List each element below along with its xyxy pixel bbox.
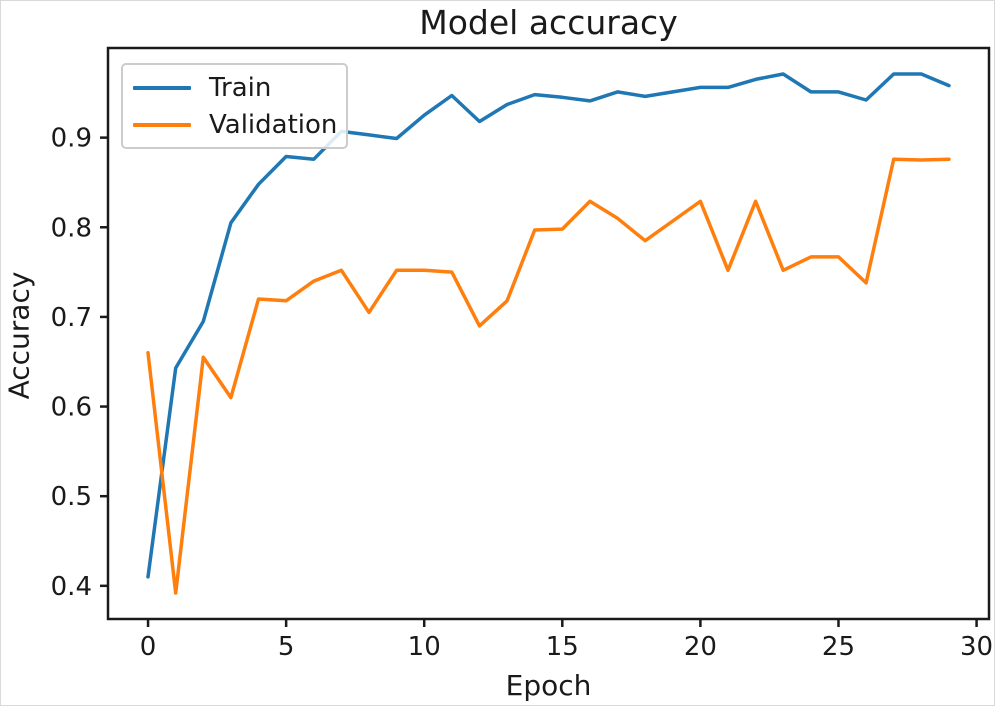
y-tick-label: 0.5 bbox=[51, 482, 92, 512]
chart-title: Model accuracy bbox=[419, 3, 678, 42]
axis-spines bbox=[106, 46, 991, 621]
legend-label-validation: Validation bbox=[209, 109, 338, 140]
train-line bbox=[146, 72, 951, 579]
y-tick-label: 0.6 bbox=[51, 393, 92, 423]
x-tick-label: 10 bbox=[408, 632, 441, 662]
legend-label-train: Train bbox=[209, 72, 272, 103]
y-tick-label: 0.9 bbox=[51, 124, 92, 154]
y-tick-label: 0.4 bbox=[51, 572, 92, 602]
y-tick-label: 0.7 bbox=[51, 303, 92, 333]
train-line-swatch bbox=[133, 85, 191, 90]
legend-entry-train: Train bbox=[123, 75, 346, 101]
x-tick-label: 0 bbox=[140, 632, 157, 662]
y-axis-label: Accuracy bbox=[2, 271, 36, 400]
y-tick-label: 0.8 bbox=[51, 213, 92, 243]
x-tick-label: 30 bbox=[960, 632, 993, 662]
x-tick-label: 20 bbox=[684, 632, 717, 662]
x-tick-label: 5 bbox=[278, 632, 295, 662]
validation-line bbox=[146, 157, 951, 595]
validation-line-swatch bbox=[133, 122, 191, 127]
legend-entry-validation: Validation bbox=[123, 112, 346, 138]
x-tick-label: 25 bbox=[822, 632, 855, 662]
x-axis-label: Epoch bbox=[505, 669, 592, 702]
x-tick-label: 15 bbox=[546, 632, 579, 662]
legend: Train Validation bbox=[121, 63, 348, 149]
